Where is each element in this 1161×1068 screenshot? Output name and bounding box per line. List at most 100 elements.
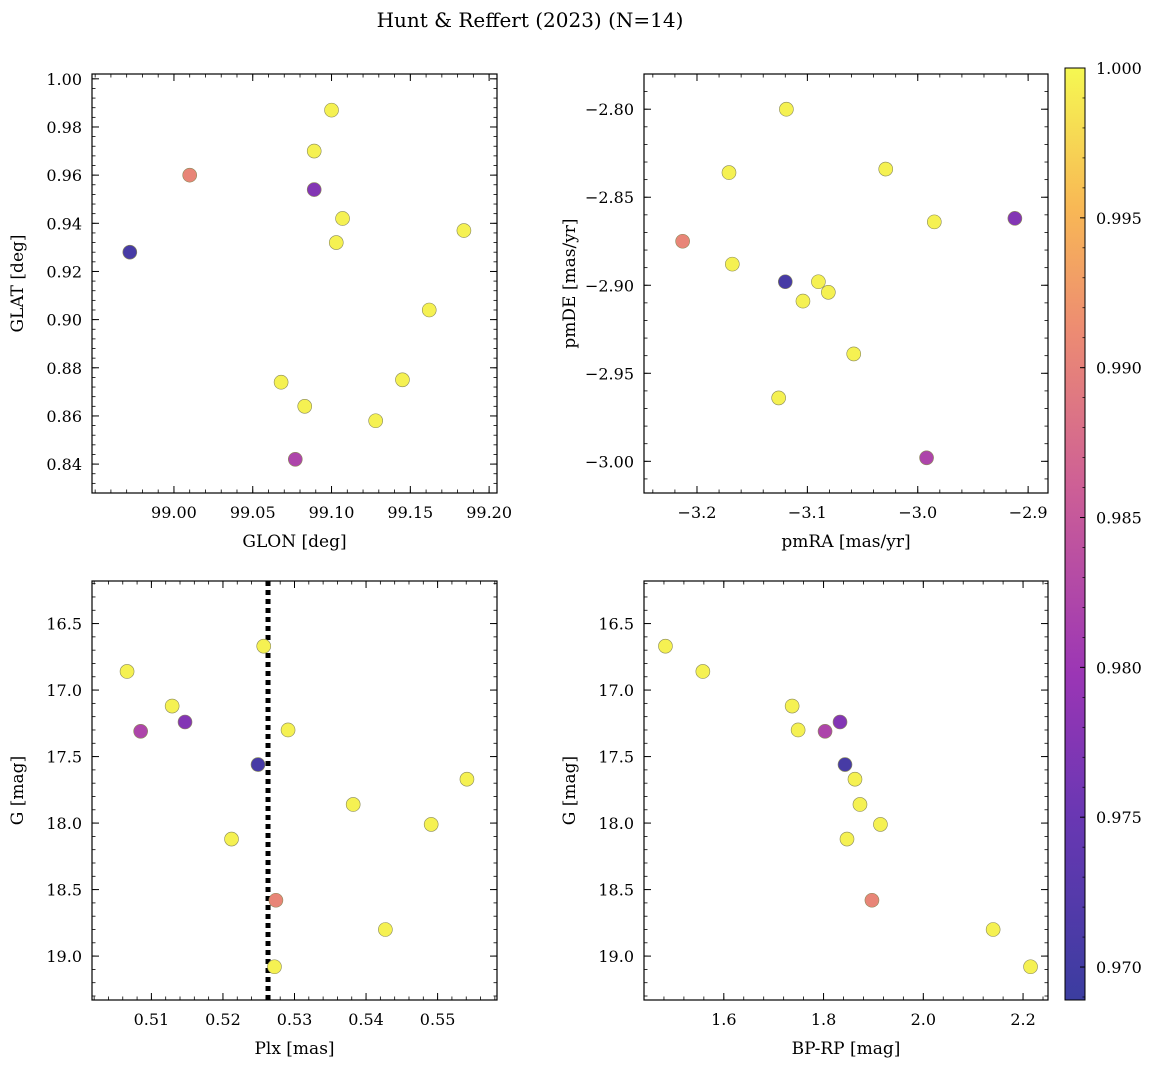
data-point: [777, 274, 793, 290]
data-point: [345, 797, 361, 812]
data-point: [395, 372, 410, 388]
data-point: [297, 399, 313, 414]
data-point: [122, 244, 138, 260]
data-point: [832, 714, 848, 730]
data-point: [119, 664, 135, 679]
y-tick-label: 18.5: [598, 881, 634, 900]
axes-frame: [91, 73, 498, 494]
data-point: [919, 450, 934, 466]
y-tick-label: 0.84: [46, 455, 82, 474]
data-point: [378, 922, 393, 937]
x-tick-label: −3.2: [678, 503, 717, 522]
y-tick-label: 16.5: [598, 615, 634, 634]
y-tick-label: 1.00: [46, 70, 82, 89]
x-tick-label: 99.20: [466, 503, 512, 522]
data-point: [779, 101, 794, 117]
y-tick-label: 18.5: [46, 881, 82, 900]
data-point: [306, 143, 322, 159]
data-point: [675, 233, 690, 249]
data-point: [224, 831, 239, 847]
y-tick-label: 19.0: [46, 947, 82, 966]
x-tick-label: −3.0: [898, 503, 937, 522]
x-axis-label: GLON [deg]: [242, 532, 346, 552]
data-point: [1023, 959, 1038, 975]
y-tick-label: 0.92: [46, 262, 82, 281]
data-point: [795, 293, 811, 309]
data-point: [658, 638, 673, 654]
x-tick-label: 99.15: [387, 503, 433, 522]
data-point: [335, 211, 350, 226]
x-tick-label: 0.55: [420, 1010, 456, 1029]
y-tick-label: 17.5: [46, 748, 82, 767]
x-tick-label: 99.10: [309, 503, 355, 522]
data-point: [423, 817, 439, 832]
colorbar-tick-label: 0.970: [1096, 958, 1142, 977]
data-point: [839, 831, 855, 847]
data-point: [821, 285, 836, 300]
data-point: [459, 771, 475, 787]
data-point: [695, 664, 711, 679]
x-tick-label: 0.54: [348, 1010, 384, 1029]
colorbar-tick-label: 0.990: [1096, 359, 1142, 378]
y-axis-label: pmDE [mas/yr]: [560, 218, 580, 348]
data-point: [324, 102, 339, 118]
data-point: [817, 724, 833, 739]
y-axis-label: G [mag]: [560, 756, 580, 825]
data-point: [268, 892, 284, 908]
data-point: [985, 922, 1001, 937]
data-point: [847, 771, 863, 787]
axes-frame: [91, 580, 498, 1001]
data-point: [256, 638, 272, 654]
data-point: [273, 374, 289, 390]
data-point: [811, 274, 826, 290]
panel-glon-glat: 99.00 99.05 99.10 99.15 99.20 0.84 0.86 0.88 0.9…: [8, 70, 512, 552]
data-point: [721, 165, 737, 180]
y-tick-label: −2.85: [585, 188, 634, 207]
data-point: [846, 346, 862, 362]
y-tick-label: 0.86: [46, 407, 82, 426]
y-tick-label: 18.0: [598, 814, 634, 833]
data-point: [421, 302, 437, 318]
data-point: [287, 451, 303, 467]
y-tick-label: 0.88: [46, 359, 82, 378]
data-point: [790, 722, 806, 738]
panel-plx-g: 0.51 0.52 0.53 0.54 0.55 16.5 17.0 17.5 18.0 18.5…: [8, 580, 498, 1059]
x-tick-label: 1.8: [811, 1010, 836, 1029]
colorbar-tick-label: 0.980: [1096, 658, 1142, 677]
data-point: [1007, 211, 1023, 226]
y-tick-label: 0.90: [46, 311, 82, 330]
y-tick-label: 19.0: [598, 947, 634, 966]
y-tick-label: 0.96: [46, 166, 82, 185]
x-tick-label: 99.05: [230, 503, 276, 522]
x-tick-label: 99.00: [151, 503, 197, 522]
y-tick-label: 17.0: [598, 681, 634, 700]
x-axis-label: pmRA [mas/yr]: [781, 532, 910, 552]
data-point: [280, 722, 296, 738]
colorbar-tick-label: 0.985: [1096, 509, 1142, 528]
x-tick-label: 2.0: [911, 1010, 936, 1029]
data-point: [328, 235, 344, 250]
y-tick-label: −2.90: [585, 276, 634, 295]
colorbar-tick-label: 0.995: [1096, 209, 1142, 228]
x-tick-label: −2.9: [1009, 503, 1048, 522]
x-tick-label: 0.53: [277, 1010, 313, 1029]
y-tick-label: −3.00: [585, 452, 634, 471]
x-tick-label: 2.2: [1010, 1010, 1035, 1029]
data-point: [725, 256, 740, 272]
data-point: [927, 214, 942, 230]
data-point: [267, 959, 282, 975]
y-tick-label: −2.80: [585, 100, 634, 119]
colorbar-gradient: [1064, 67, 1086, 1001]
data-point: [177, 714, 193, 730]
panel-bprp-g: 1.6 1.8 2.0 2.2 16.5 17.0 17.5 18.0 18.5 19.0 BP-R…: [560, 580, 1049, 1059]
y-tick-label: 18.0: [46, 814, 82, 833]
y-tick-label: 0.94: [46, 214, 82, 233]
x-tick-label: −3.1: [788, 503, 827, 522]
figure-title: Hunt & Reffert (2023) (N=14): [377, 8, 684, 32]
x-tick-label: 0.52: [205, 1010, 241, 1029]
data-point: [771, 390, 786, 406]
y-tick-label: 16.5: [46, 615, 82, 634]
y-axis-label: GLAT [deg]: [8, 234, 28, 332]
y-tick-label: 17.5: [598, 748, 634, 767]
